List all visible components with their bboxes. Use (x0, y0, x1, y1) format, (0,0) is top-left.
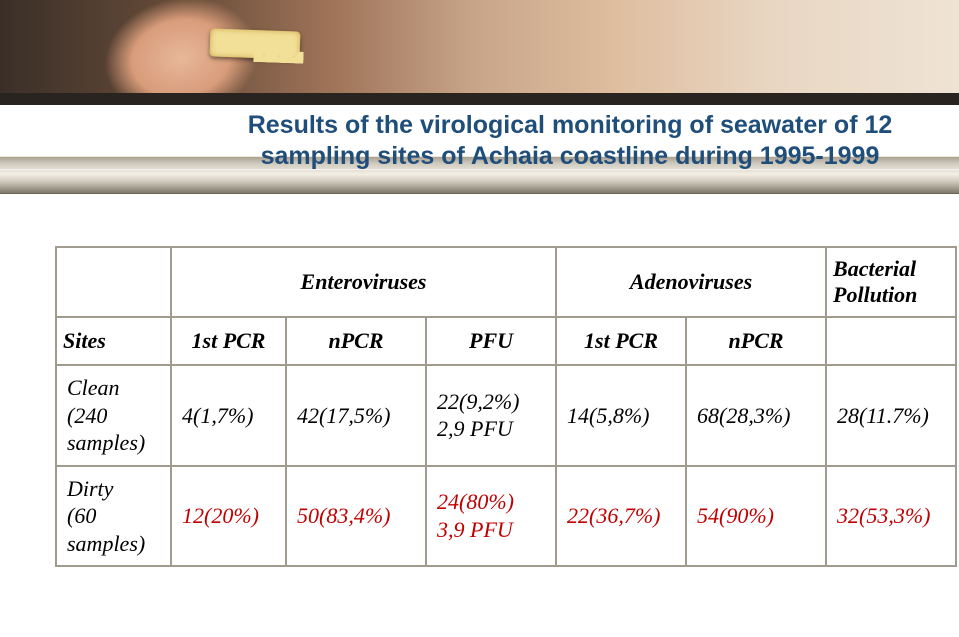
meth-c5: nPCR (686, 317, 826, 365)
dirty-c3-l1: 24(80%) (437, 489, 514, 514)
clean-c4: 14(5,8%) (556, 365, 686, 466)
clean-site: Clean (240 samples) (56, 365, 171, 466)
dirty-site-l1: Dirty (67, 476, 113, 501)
dirty-site-l2: (60 samples) (67, 503, 145, 556)
title-line2: sampling sites of Achaia coastline durin… (261, 142, 880, 170)
hdr-adeno: Adenoviruses (556, 247, 826, 317)
slide: Results of the virological monitoring of… (0, 0, 959, 637)
meth-c4: 1st PCR (556, 317, 686, 365)
meth-sites: Sites (56, 317, 171, 365)
clean-site-l1: Clean (67, 375, 120, 400)
clean-c6: 28(11.7%) (826, 365, 956, 466)
banner-photo (0, 0, 959, 105)
slide-title: Results of the virological monitoring of… (205, 110, 935, 200)
clean-c3-l2: 2,9 PFU (437, 416, 513, 441)
dirty-c3: 24(80%) 3,9 PFU (426, 466, 556, 567)
clean-c3-l1: 22(9,2%) (437, 389, 519, 414)
clean-c5: 68(28,3%) (686, 365, 826, 466)
dirty-c2: 50(83,4%) (286, 466, 426, 567)
clean-site-l3: samples) (67, 430, 145, 455)
dirty-c6: 32(53,3%) (826, 466, 956, 567)
title-line1: Results of the virological monitoring of… (248, 111, 893, 139)
row-clean: Clean (240 samples) 4(1,7%) 42(17,5%) 22… (56, 365, 956, 466)
meth-c1: 1st PCR (171, 317, 286, 365)
meth-c3: PFU (426, 317, 556, 365)
meth-c6 (826, 317, 956, 365)
dirty-c4: 22(36,7%) (556, 466, 686, 567)
hdr-bact: Bacterial Pollution (826, 247, 956, 317)
dirty-c3-l2: 3,9 PFU (437, 517, 513, 542)
dirty-c1: 12(20%) (171, 466, 286, 567)
key-icon (210, 28, 301, 59)
meth-c2: nPCR (286, 317, 426, 365)
clean-site-l2: (240 (67, 403, 107, 428)
clean-c3: 22(9,2%) 2,9 PFU (426, 365, 556, 466)
dirty-c5: 54(90%) (686, 466, 826, 567)
hdr-entero: Enteroviruses (171, 247, 556, 317)
row-dirty: Dirty (60 samples) 12(20%) 50(83,4%) 24(… (56, 466, 956, 567)
clean-c2: 42(17,5%) (286, 365, 426, 466)
results-table: Enteroviruses Adenoviruses Bacterial Pol… (55, 246, 925, 567)
table-header-row: Enteroviruses Adenoviruses Bacterial Pol… (56, 247, 956, 317)
clean-c1: 4(1,7%) (171, 365, 286, 466)
hdr-blank (56, 247, 171, 317)
table-method-row: Sites 1st PCR nPCR PFU 1st PCR nPCR (56, 317, 956, 365)
key-teeth (253, 50, 303, 64)
dirty-site: Dirty (60 samples) (56, 466, 171, 567)
banner-shadow (0, 93, 959, 105)
